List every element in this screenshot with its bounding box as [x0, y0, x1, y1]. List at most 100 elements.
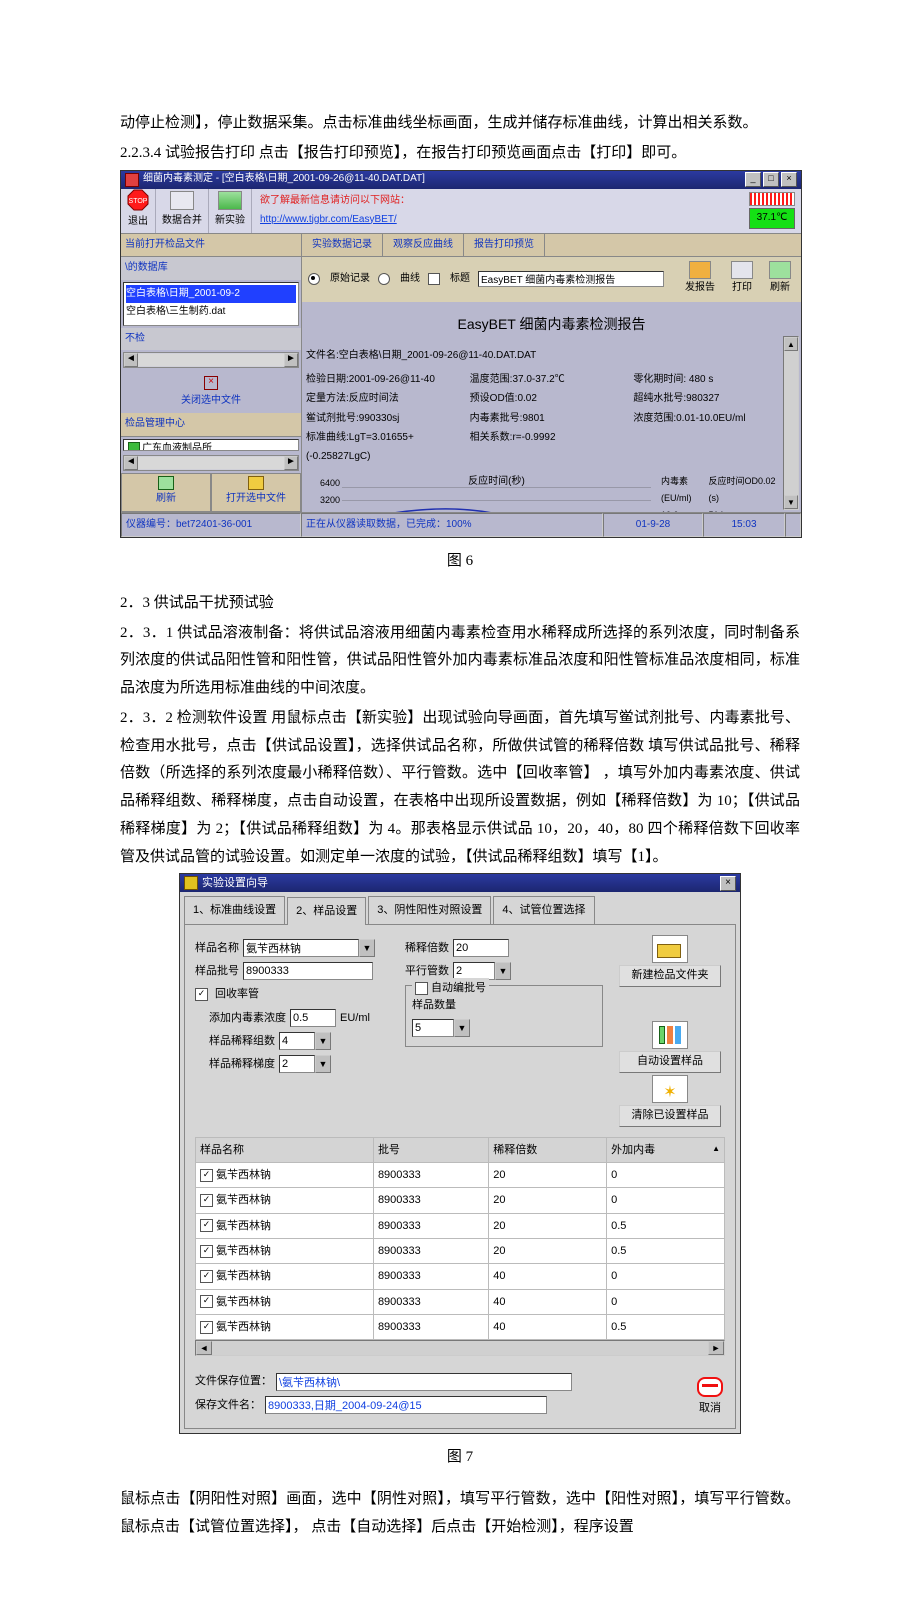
- cell: 8900333: [373, 1188, 488, 1213]
- max-button[interactable]: □: [763, 172, 779, 187]
- y-tick: 3200: [320, 492, 340, 509]
- scroll-right-icon[interactable]: ►: [284, 353, 298, 367]
- col-name[interactable]: 样品名称: [196, 1137, 374, 1162]
- gradient-input[interactable]: [279, 1055, 315, 1073]
- tab-1[interactable]: 1、标准曲线设置: [184, 896, 285, 923]
- cb-title[interactable]: [428, 273, 440, 285]
- dropdown-icon[interactable]: ▼: [359, 939, 375, 957]
- close-selected-button[interactable]: 关闭选中文件: [181, 395, 241, 406]
- tab-curve[interactable]: 观察反应曲线: [383, 234, 464, 257]
- file-tree[interactable]: 广东血液制品所空白表格三生制药.daSAMPLE2.DATSAMPLE0.DAT…: [123, 439, 299, 452]
- auto-batch-checkbox[interactable]: [415, 982, 428, 995]
- row-checkbox[interactable]: [200, 1194, 213, 1207]
- auto-set-button[interactable]: 自动设置样品: [619, 1051, 721, 1073]
- dropdown-icon[interactable]: ▼: [315, 1055, 331, 1073]
- row-checkbox[interactable]: [200, 1245, 213, 1258]
- send-label: 发报告: [685, 279, 715, 298]
- col-batch[interactable]: 批号: [373, 1137, 488, 1162]
- add-conc-input[interactable]: [290, 1009, 336, 1027]
- report-title-input[interactable]: EasyBET 细菌内毒素检测报告: [478, 271, 664, 287]
- new-folder-button[interactable]: 新建检品文件夹: [619, 965, 721, 987]
- sample-batch-label: 样品批号: [195, 961, 239, 981]
- reaction-chart: 640032001600800400200 反应时间(秒): [306, 473, 797, 511]
- section-2-3: 2．3 供试品干扰预试验: [120, 590, 800, 618]
- sample-batch-input[interactable]: [243, 962, 373, 980]
- print-button[interactable]: 打印: [727, 261, 757, 298]
- table-row[interactable]: 氨苄西林钠8900333400.5: [196, 1315, 725, 1340]
- savefile-label: 保存文件名：: [195, 1395, 261, 1415]
- sample-name-input[interactable]: [243, 939, 359, 957]
- row-checkbox[interactable]: [200, 1169, 213, 1182]
- open-file-row[interactable]: 空白表格\三生制药.dat: [126, 303, 296, 322]
- v-scrollbar[interactable]: ▲ ▼: [783, 336, 799, 510]
- clear-set-button[interactable]: 清除已设置样品: [619, 1105, 721, 1127]
- table-row[interactable]: 氨苄西林钠8900333200: [196, 1188, 725, 1213]
- qty-input[interactable]: [412, 1019, 454, 1037]
- table-row[interactable]: 氨苄西林钠8900333200: [196, 1162, 725, 1187]
- tab-data[interactable]: 实验数据记录: [302, 234, 383, 257]
- groups-input[interactable]: [279, 1032, 315, 1050]
- recovery-checkbox[interactable]: [195, 988, 208, 1001]
- cell: 0.5: [607, 1315, 725, 1340]
- row-checkbox[interactable]: [200, 1321, 213, 1334]
- cancel-button[interactable]: 取消: [699, 1398, 721, 1418]
- scroll-up-icon[interactable]: ▲: [784, 337, 798, 351]
- h-scroll[interactable]: ◄ ►: [123, 352, 299, 368]
- wizard-pane: 样品名称 ▼ 样品批号 回收率管 添加内毒素浓度 EU/ml 样品稀释组数 ▼ …: [184, 924, 736, 1429]
- report-col3: 零化期时间: 480 s超纯水批号:980327浓度范围:0.01-10.0EU…: [633, 370, 797, 468]
- exit-button[interactable]: STOP 退出: [121, 189, 156, 233]
- scroll-left-icon[interactable]: ◄: [196, 1341, 212, 1355]
- report-field: 内毒素批号:9801: [470, 410, 634, 429]
- figure-6-caption: 图 6: [120, 548, 800, 576]
- col-add[interactable]: 外加内毒: [607, 1137, 725, 1162]
- report-field: 检验日期:2001-09-26@11-40: [306, 371, 470, 390]
- close-button[interactable]: ×: [781, 172, 797, 187]
- table-row[interactable]: 氨苄西林钠8900333200.5: [196, 1238, 725, 1263]
- refresh-button[interactable]: 刷新: [121, 473, 211, 512]
- min-button[interactable]: _: [745, 172, 761, 187]
- dropdown-icon[interactable]: ▼: [495, 962, 511, 980]
- dropdown-icon[interactable]: ▼: [454, 1019, 470, 1037]
- radio-curve[interactable]: [378, 273, 390, 285]
- tab-2[interactable]: 2、样品设置: [287, 897, 366, 924]
- auto-batch-group: 自动编批号 样品数量 ▼: [405, 985, 603, 1046]
- scroll-left-icon[interactable]: ◄: [124, 353, 138, 367]
- right-tabs: 实验数据记录 观察反应曲线 报告打印预览: [302, 234, 801, 258]
- grip-icon: [785, 513, 801, 538]
- merge-button[interactable]: 数据合并: [156, 189, 209, 233]
- row-checkbox[interactable]: [200, 1219, 213, 1232]
- tab-4[interactable]: 4、试管位置选择: [493, 896, 594, 923]
- path-input[interactable]: [276, 1373, 572, 1391]
- open-selected-button[interactable]: 打开选中文件: [211, 473, 301, 512]
- row-checkbox[interactable]: [200, 1270, 213, 1283]
- open-file-row[interactable]: 空白表格\日期_2001-09-2: [126, 285, 296, 304]
- scroll-right-icon[interactable]: ►: [708, 1341, 724, 1355]
- refresh-report-button[interactable]: 刷新: [765, 261, 795, 298]
- tab-3[interactable]: 3、阴性阳性对照设置: [368, 896, 491, 923]
- cell-name: 氨苄西林钠: [196, 1264, 374, 1289]
- close-button[interactable]: ×: [720, 876, 736, 891]
- scroll-left-icon[interactable]: ◄: [124, 456, 138, 470]
- table-h-scroll[interactable]: ◄ ►: [195, 1340, 725, 1356]
- radio-curve-label: 曲线: [400, 270, 420, 289]
- new-experiment-button[interactable]: 新实验: [209, 189, 252, 233]
- website-link[interactable]: http://www.tjgbr.com/EasyBET/: [260, 211, 520, 230]
- app-icon: [125, 173, 139, 187]
- scroll-right-icon[interactable]: ►: [284, 456, 298, 470]
- tree-h-scroll[interactable]: ◄ ►: [123, 455, 299, 471]
- report-field: 鲎试剂批号:990330sj: [306, 410, 470, 429]
- savefile-input[interactable]: [265, 1396, 547, 1414]
- wizard-tabs: 1、标准曲线设置 2、样品设置 3、阴性阳性对照设置 4、试管位置选择: [180, 892, 740, 923]
- dialog-icon: [184, 876, 198, 890]
- radio-original[interactable]: [308, 273, 320, 285]
- dropdown-icon[interactable]: ▼: [315, 1032, 331, 1050]
- open-files-list[interactable]: 空白表格\日期_2001-09-2 空白表格\三生制药.dat: [123, 282, 299, 326]
- scroll-down-icon[interactable]: ▼: [784, 495, 798, 509]
- table-row[interactable]: 氨苄西林钠8900333200.5: [196, 1213, 725, 1238]
- table-row[interactable]: 氨苄西林钠8900333400: [196, 1264, 725, 1289]
- dilute-input[interactable]: [453, 939, 509, 957]
- tab-print-preview[interactable]: 报告打印预览: [464, 234, 545, 257]
- send-report-button[interactable]: 发报告: [681, 261, 719, 298]
- col-dilute[interactable]: 稀释倍数: [489, 1137, 607, 1162]
- tree-node[interactable]: 广东血液制品所: [126, 440, 296, 452]
